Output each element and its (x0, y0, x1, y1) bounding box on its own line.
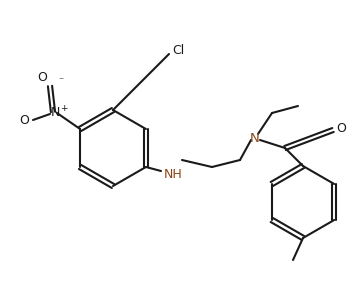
Text: +: + (60, 104, 68, 113)
Text: N: N (50, 106, 60, 118)
Text: Cl: Cl (172, 43, 184, 56)
Text: N: N (250, 132, 260, 145)
Text: ⁻: ⁻ (58, 76, 63, 86)
Text: NH: NH (164, 168, 183, 180)
Text: O: O (336, 122, 346, 134)
Text: O: O (19, 113, 29, 127)
Text: O: O (37, 71, 47, 84)
